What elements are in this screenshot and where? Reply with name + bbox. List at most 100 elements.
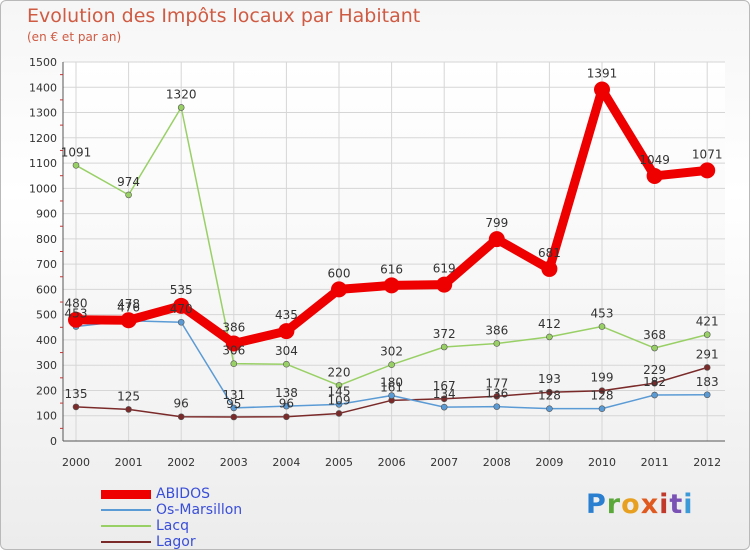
data-point xyxy=(125,406,132,413)
data-point xyxy=(703,331,711,338)
data-label: 435 xyxy=(275,308,298,322)
legend-swatch xyxy=(101,541,151,543)
y-tick-label: 400 xyxy=(36,334,57,347)
x-tick-label: 2012 xyxy=(693,456,721,469)
x-tick-label: 2008 xyxy=(483,456,511,469)
data-point xyxy=(230,413,238,421)
x-tick-label: 2004 xyxy=(272,456,300,469)
data-point xyxy=(230,360,238,367)
data-label: 453 xyxy=(65,307,88,321)
data-label: 128 xyxy=(591,389,614,403)
data-point xyxy=(541,260,558,277)
y-tick-label: 800 xyxy=(36,233,57,246)
data-label: 135 xyxy=(65,387,88,401)
data-label: 193 xyxy=(538,372,561,386)
data-label: 177 xyxy=(485,376,508,390)
data-point xyxy=(493,340,501,347)
data-label: 535 xyxy=(170,283,193,297)
data-label: 1049 xyxy=(639,153,670,167)
data-point xyxy=(120,312,137,329)
data-label: 453 xyxy=(591,307,614,321)
data-label: 1320 xyxy=(166,87,197,101)
data-label: 95 xyxy=(226,397,241,411)
data-label: 619 xyxy=(433,262,456,276)
data-label: 229 xyxy=(643,363,666,377)
x-tick-label: 2006 xyxy=(378,456,406,469)
x-tick-label: 2000 xyxy=(62,456,90,469)
data-point xyxy=(335,410,343,417)
data-point xyxy=(598,323,606,330)
logo-letter: o xyxy=(621,489,641,520)
logo-letter: r xyxy=(606,489,622,520)
data-label: 220 xyxy=(328,365,351,379)
legend-label: Lagor xyxy=(156,534,196,550)
data-point xyxy=(335,382,343,389)
data-point xyxy=(72,403,80,411)
legend-item: Os-Marsillon xyxy=(101,502,242,518)
legend-item: Lacq xyxy=(101,518,242,534)
data-label: 138 xyxy=(275,386,298,400)
y-tick-label: 0 xyxy=(50,435,57,448)
x-tick-label: 2011 xyxy=(641,456,669,469)
data-point xyxy=(283,413,290,421)
logo-letter: x xyxy=(640,489,660,520)
data-label: 1071 xyxy=(692,147,723,161)
legend: ABIDOS Os-Marsillon Lacq Lagor xyxy=(101,486,242,550)
logo-letter: P xyxy=(586,489,607,520)
y-tick-label: 700 xyxy=(36,258,57,271)
data-point xyxy=(173,297,190,314)
x-tick-label: 2010 xyxy=(588,456,616,469)
data-point xyxy=(493,403,501,410)
data-label: 131 xyxy=(222,388,245,402)
data-point xyxy=(436,276,453,293)
data-point xyxy=(331,281,347,298)
x-tick-label: 2003 xyxy=(220,456,248,469)
data-point xyxy=(699,162,716,179)
data-label: 600 xyxy=(328,266,351,280)
data-point xyxy=(440,395,448,403)
plot-area xyxy=(63,62,725,441)
data-point xyxy=(177,318,185,326)
data-label: 199 xyxy=(591,371,614,385)
data-label: 616 xyxy=(380,262,403,276)
x-tick-label: 2001 xyxy=(115,456,143,469)
y-tick-label: 1200 xyxy=(29,132,57,145)
data-point xyxy=(546,388,553,396)
legend-swatch xyxy=(101,509,151,511)
data-point xyxy=(283,360,290,368)
data-label: 109 xyxy=(328,393,351,407)
y-tick-label: 1000 xyxy=(29,182,57,195)
legend-item: Lagor xyxy=(101,534,242,550)
data-label: 183 xyxy=(696,375,719,389)
data-point xyxy=(388,392,395,399)
data-point xyxy=(283,402,290,410)
y-tick-label: 500 xyxy=(36,309,57,322)
chart-title: Evolution des Impôts locaux par Habitant xyxy=(27,5,421,27)
data-label: 480 xyxy=(65,297,88,311)
y-tick-label: 100 xyxy=(36,410,57,423)
data-point xyxy=(546,333,553,341)
data-point xyxy=(225,335,242,352)
chart-subtitle: (en € et par an) xyxy=(27,30,122,44)
y-tick-label: 200 xyxy=(36,384,57,397)
y-tick-label: 1300 xyxy=(29,107,57,120)
y-tick-label: 1100 xyxy=(29,157,57,170)
data-label: 1091 xyxy=(61,145,92,159)
logo-letter: i xyxy=(659,489,670,520)
data-label: 302 xyxy=(380,345,403,359)
x-tick-label: 2009 xyxy=(535,456,563,469)
y-tick-label: 1500 xyxy=(29,56,57,69)
x-tick-label: 2007 xyxy=(430,456,458,469)
data-point xyxy=(72,162,80,169)
data-label: 182 xyxy=(643,375,666,389)
axes: 0 100 200 300 400 500 600 700 800 900 1000 1100 1200… xyxy=(29,56,725,469)
data-point xyxy=(651,344,658,352)
data-labels: 480 478 535 386 435 600 616 619 799 681 1391 1049 10… xyxy=(61,67,723,411)
data-point xyxy=(230,404,238,412)
data-point xyxy=(388,361,395,368)
data-point xyxy=(703,391,711,399)
data-point xyxy=(125,191,132,199)
data-label: 125 xyxy=(117,389,140,403)
y-tick-label: 1400 xyxy=(29,81,57,94)
